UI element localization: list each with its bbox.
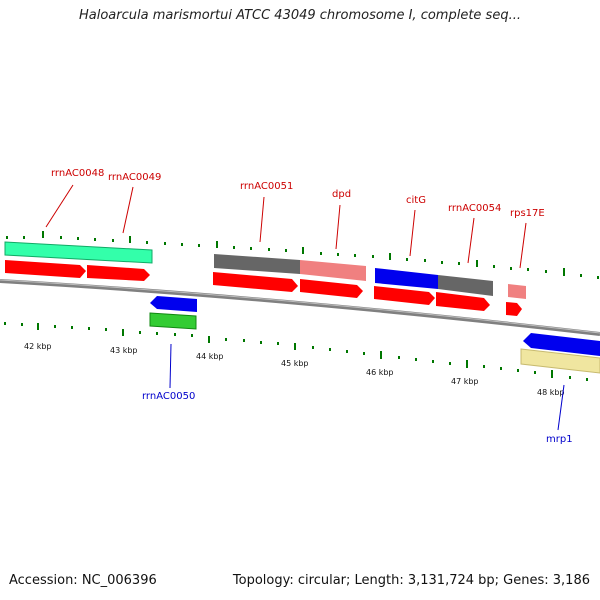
- rrna-feature-rrnAC0048[interactable]: [4, 241, 153, 264]
- cds-arrow-rrnAC0054[interactable]: [436, 292, 490, 311]
- kbp-label-44: 44 kbp: [196, 352, 224, 361]
- cds-arrow-rrnAC0048[interactable]: [5, 260, 86, 278]
- leader-line-rrnAC0054: [467, 217, 475, 264]
- kbp-label-43: 43 kbp: [110, 346, 138, 355]
- leader-line-citG: [409, 209, 416, 257]
- kbp-label-46: 46 kbp: [366, 368, 394, 377]
- gene-feature-dpd[interactable]: [300, 260, 366, 281]
- gene-label-rrnAC0051[interactable]: rrnAC0051: [240, 181, 293, 192]
- leader-line-rrnAC0049: [122, 186, 134, 234]
- gene-track-upper: [4, 241, 526, 299]
- lower-tick-row: [4, 322, 588, 381]
- leader-line-rrnAC0051: [259, 196, 265, 243]
- kbp-label-42: 42 kbp: [24, 342, 52, 351]
- gene-feature-rrnAC0050[interactable]: [150, 296, 197, 312]
- cds-track: [5, 260, 522, 316]
- kbp-label-47: 47 kbp: [451, 377, 479, 386]
- gene-feature-rps17E[interactable]: [508, 284, 526, 299]
- gene-feature-citG[interactable]: [375, 268, 438, 289]
- gene-label-citG[interactable]: citG: [406, 195, 426, 206]
- cds-arrow-rps17E[interactable]: [506, 302, 522, 316]
- gene-label-rrnAC0049[interactable]: rrnAC0049: [108, 172, 161, 183]
- gene-label-rrnAC0050[interactable]: rrnAC0050: [142, 391, 195, 402]
- leader-line-rrnAC0050: [169, 343, 172, 389]
- gene-feature-mrp1[interactable]: [523, 333, 600, 356]
- trna-feature-rrnAC0050[interactable]: [149, 312, 197, 330]
- gene-label-rrnAC0048[interactable]: rrnAC0048: [51, 168, 104, 179]
- leader-line-rps17E: [519, 222, 527, 269]
- accession-text: Accession: NC_006396: [9, 573, 157, 588]
- gene-feature-mrp1-secondary[interactable]: [520, 348, 600, 374]
- topology-summary: Topology: circular; Length: 3,131,724 bp…: [232, 573, 590, 588]
- chromosome-backbone: [0, 279, 600, 336]
- kbp-label-45: 45 kbp: [281, 359, 309, 368]
- gene-label-dpd[interactable]: dpd: [332, 189, 351, 200]
- cds-arrow-rrnAC0051[interactable]: [213, 272, 298, 292]
- leader-line-mrp1: [557, 384, 565, 431]
- cds-arrow-citG[interactable]: [374, 286, 435, 305]
- upper-tick-row: [6, 231, 599, 279]
- cds-arrow-rrnAC0049[interactable]: [87, 265, 150, 281]
- kbp-label-48: 48 kbp: [537, 388, 565, 397]
- gene-label-rrnAC0054[interactable]: rrnAC0054: [448, 203, 501, 214]
- gene-feature-rrnAC0051[interactable]: [214, 254, 300, 274]
- gene-feature-rrnAC0054[interactable]: [438, 275, 493, 296]
- leader-line-rrnAC0048: [45, 184, 74, 228]
- cds-arrow-dpd[interactable]: [300, 279, 363, 298]
- leader-line-dpd: [335, 204, 341, 250]
- map-title: Haloarcula marismortui ATCC 43049 chromo…: [79, 8, 521, 23]
- gene-label-rps17E[interactable]: rps17E: [510, 208, 545, 219]
- gene-label-mrp1[interactable]: mrp1: [546, 434, 573, 445]
